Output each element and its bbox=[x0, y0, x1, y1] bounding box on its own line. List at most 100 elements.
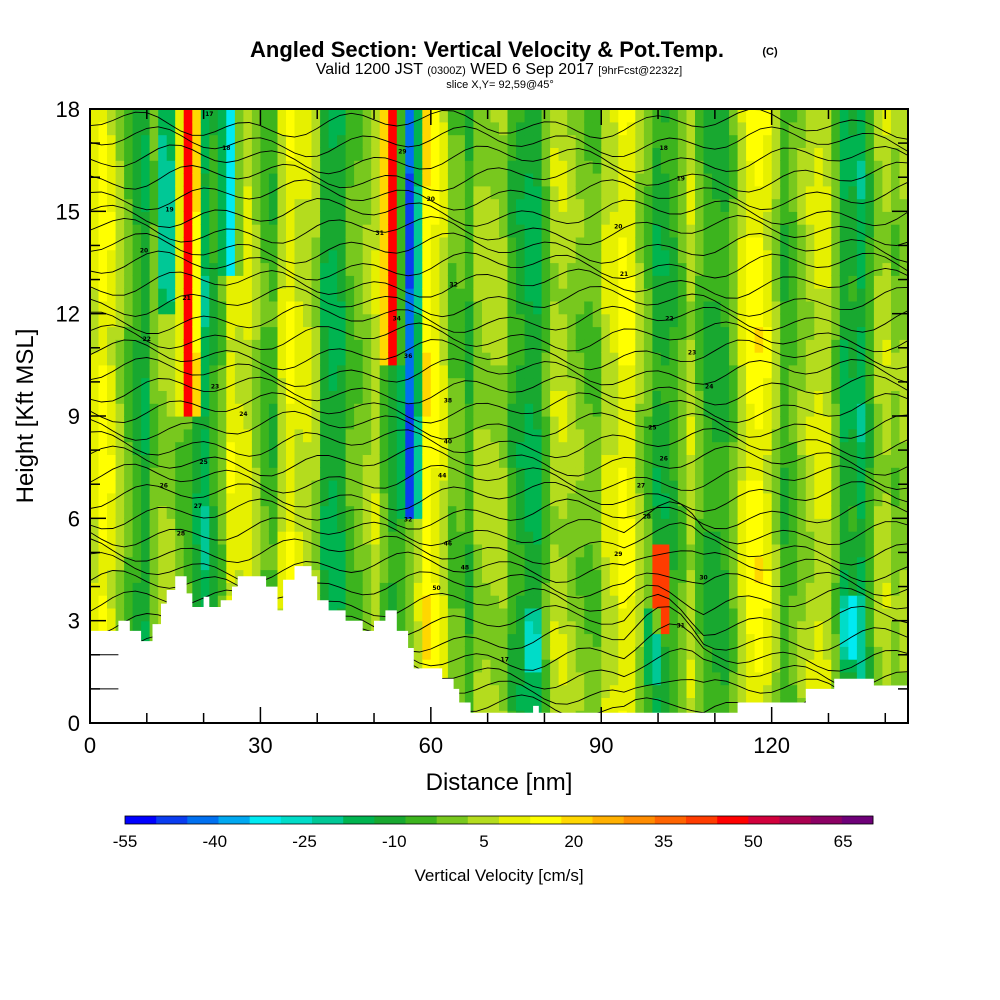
velocity-cell bbox=[533, 173, 543, 187]
velocity-cell bbox=[456, 684, 466, 698]
velocity-cell bbox=[592, 262, 602, 276]
velocity-cell bbox=[183, 480, 193, 494]
velocity-cell bbox=[524, 300, 534, 315]
velocity-cell bbox=[405, 185, 415, 200]
velocity-cell bbox=[865, 339, 875, 353]
velocity-cell bbox=[294, 300, 304, 315]
velocity-cell bbox=[422, 173, 432, 187]
velocity-cell bbox=[490, 147, 500, 161]
velocity-cell bbox=[712, 198, 722, 212]
velocity-cell bbox=[507, 198, 517, 212]
velocity-cell bbox=[473, 480, 483, 494]
velocity-cell bbox=[473, 416, 483, 430]
velocity-cell bbox=[780, 671, 790, 686]
velocity-cell bbox=[524, 352, 534, 366]
velocity-cell bbox=[882, 428, 892, 443]
velocity-cell bbox=[558, 288, 568, 302]
velocity-cell bbox=[464, 288, 474, 302]
velocity-cell bbox=[712, 646, 722, 660]
velocity-cell bbox=[98, 480, 108, 494]
velocity-cell bbox=[882, 224, 892, 238]
velocity-cell bbox=[413, 224, 423, 238]
velocity-cell bbox=[499, 352, 509, 366]
velocity-cell bbox=[720, 480, 730, 494]
velocity-cell bbox=[388, 173, 398, 187]
velocity-cell bbox=[183, 147, 193, 161]
velocity-cell bbox=[192, 518, 202, 532]
velocity-cell bbox=[856, 556, 866, 571]
velocity-cell bbox=[695, 543, 705, 558]
colorbar-swatch bbox=[592, 816, 625, 824]
velocity-cell bbox=[635, 352, 645, 366]
velocity-cell bbox=[873, 492, 883, 507]
velocity-cell bbox=[158, 275, 168, 289]
velocity-cell bbox=[695, 684, 705, 698]
velocity-cell bbox=[524, 288, 534, 302]
velocity-cell bbox=[805, 262, 815, 276]
velocity-cell bbox=[234, 416, 244, 430]
velocity-cell bbox=[533, 518, 543, 532]
velocity-cell bbox=[192, 428, 202, 443]
velocity-cell bbox=[865, 454, 875, 468]
velocity-cell bbox=[217, 275, 227, 289]
velocity-cell bbox=[609, 505, 619, 519]
velocity-cell bbox=[345, 556, 355, 571]
velocity-cell bbox=[303, 109, 313, 123]
velocity-cell bbox=[567, 211, 577, 225]
velocity-cell bbox=[166, 262, 176, 276]
colorbar-label: Vertical Velocity [cm/s] bbox=[414, 866, 583, 885]
velocity-cell bbox=[720, 249, 730, 264]
velocity-cell bbox=[303, 224, 313, 238]
velocity-cell bbox=[516, 543, 526, 558]
isotherm-label: 25 bbox=[648, 425, 656, 432]
velocity-cell bbox=[268, 224, 278, 238]
velocity-cell bbox=[652, 352, 662, 366]
velocity-cell bbox=[499, 480, 509, 494]
velocity-cell bbox=[158, 236, 168, 251]
velocity-cell bbox=[217, 364, 227, 379]
velocity-cell bbox=[90, 352, 100, 366]
velocity-cell bbox=[609, 620, 619, 635]
velocity-cell bbox=[294, 505, 304, 519]
velocity-cell bbox=[200, 428, 210, 443]
velocity-cell bbox=[524, 684, 534, 698]
velocity-cell bbox=[124, 147, 134, 161]
velocity-cell bbox=[618, 416, 628, 430]
isotherm-label: 25 bbox=[199, 459, 207, 466]
velocity-cell bbox=[149, 595, 159, 609]
velocity-cell bbox=[669, 147, 679, 161]
velocity-cell bbox=[98, 326, 108, 340]
velocity-cell bbox=[771, 518, 781, 532]
velocity-cell bbox=[856, 364, 866, 379]
velocity-cell bbox=[626, 531, 636, 545]
velocity-cell bbox=[865, 326, 875, 340]
velocity-cell bbox=[371, 441, 381, 455]
velocity-cell bbox=[524, 428, 534, 443]
velocity-cell bbox=[899, 173, 908, 187]
velocity-cell bbox=[865, 185, 875, 200]
velocity-cell bbox=[899, 160, 908, 174]
velocity-cell bbox=[268, 390, 278, 404]
velocity-cell bbox=[712, 224, 722, 238]
velocity-cell bbox=[320, 160, 330, 174]
velocity-cell bbox=[507, 556, 517, 571]
velocity-cell bbox=[456, 313, 466, 328]
velocity-cell bbox=[524, 454, 534, 468]
velocity-cell bbox=[626, 659, 636, 673]
velocity-cell bbox=[175, 160, 185, 174]
velocity-cell bbox=[695, 326, 705, 340]
velocity-cell bbox=[626, 275, 636, 289]
velocity-cell bbox=[158, 582, 168, 596]
velocity-cell bbox=[669, 339, 679, 353]
velocity-cell bbox=[763, 198, 773, 212]
velocity-cell bbox=[695, 364, 705, 379]
velocity-cell bbox=[652, 607, 662, 622]
velocity-cell bbox=[695, 313, 705, 328]
velocity-cell bbox=[268, 288, 278, 302]
velocity-cell bbox=[635, 556, 645, 571]
velocity-cell bbox=[337, 300, 347, 315]
velocity-cell bbox=[507, 339, 517, 353]
velocity-cell bbox=[200, 236, 210, 251]
velocity-cell bbox=[848, 390, 858, 404]
velocity-cell bbox=[337, 518, 347, 532]
